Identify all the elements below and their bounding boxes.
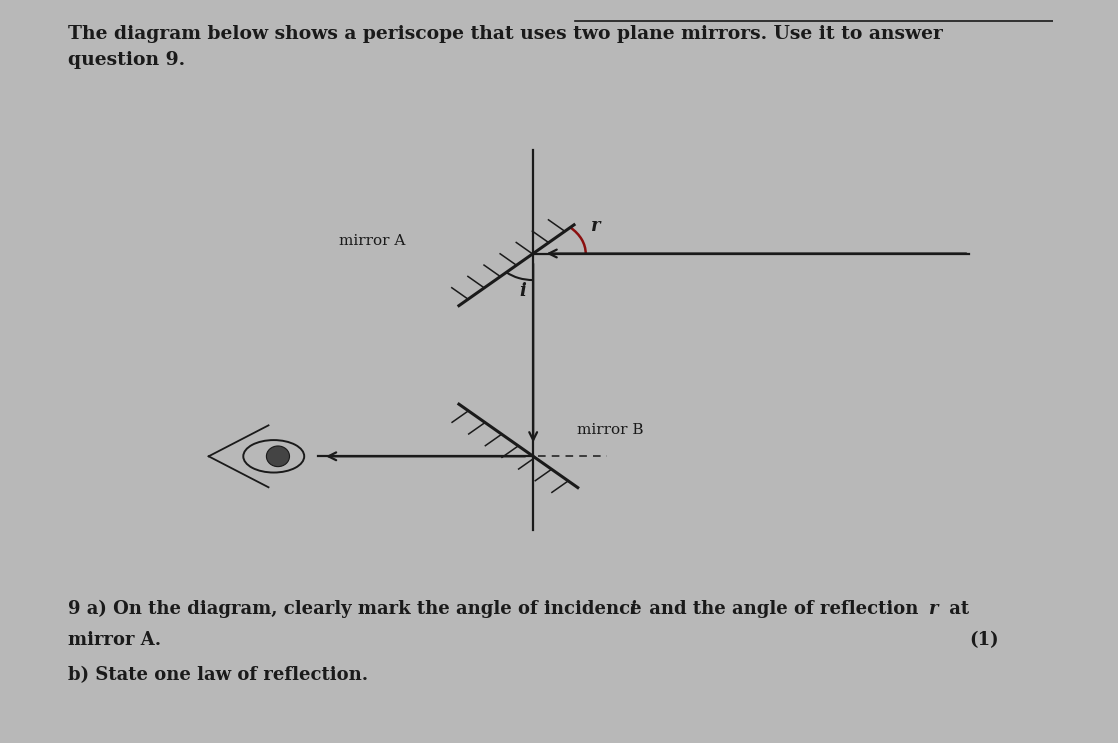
Text: r: r [591,218,601,236]
Ellipse shape [266,446,290,467]
Text: (1): (1) [969,631,998,649]
Text: mirror A: mirror A [339,233,405,247]
Text: r: r [929,600,939,618]
Text: i: i [629,600,636,618]
Text: b) State one law of reflection.: b) State one law of reflection. [68,666,368,684]
Text: The diagram below shows a periscope that uses two plane mirrors. Use it to answe: The diagram below shows a periscope that… [68,25,942,43]
Text: i: i [519,282,527,300]
Text: question 9.: question 9. [68,51,184,68]
Text: at: at [942,600,969,618]
Text: and the angle of reflection: and the angle of reflection [644,600,925,618]
Text: mirror B: mirror B [577,424,644,437]
Text: 9 a) On the diagram, clearly mark the angle of incidence: 9 a) On the diagram, clearly mark the an… [68,600,647,618]
Text: mirror A.: mirror A. [68,631,161,649]
